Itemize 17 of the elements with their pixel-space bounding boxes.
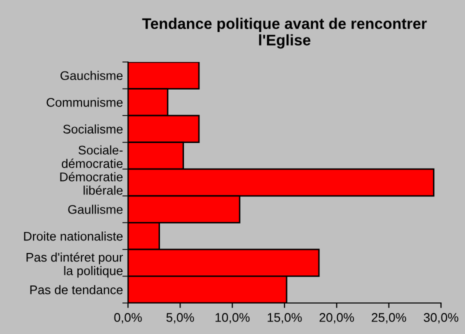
x-tick-label: 5,0%	[166, 313, 194, 324]
x-tick-label: 25,0%	[372, 313, 406, 324]
y-tick-label: Gaullisme	[68, 204, 123, 214]
x-tick-label: 15,0%	[268, 313, 302, 324]
x-tick-label: 30,0%	[424, 313, 458, 324]
x-tick-label: 0,0%	[114, 313, 142, 324]
y-tick-label: Droite nationaliste	[24, 232, 123, 241]
y-tick-label: Gauchisme	[60, 70, 123, 80]
y-tick-label: Sociale- démocratie	[62, 145, 123, 168]
chart-title: Tendance politique avant de rencontrer l'Eglise	[142, 18, 427, 49]
y-tick-label: Démocratie libérale	[60, 172, 123, 195]
y-tick-label: Pas d'intéret pour la politique	[26, 252, 123, 278]
y-tick-label: Pas de tendance	[30, 285, 123, 294]
y-tick-label: Communisme	[46, 98, 123, 107]
y-tick-label: Socialisme	[63, 124, 123, 134]
x-tick-label: 10,0%	[216, 313, 250, 324]
x-tick-label: 20,0%	[320, 313, 354, 324]
